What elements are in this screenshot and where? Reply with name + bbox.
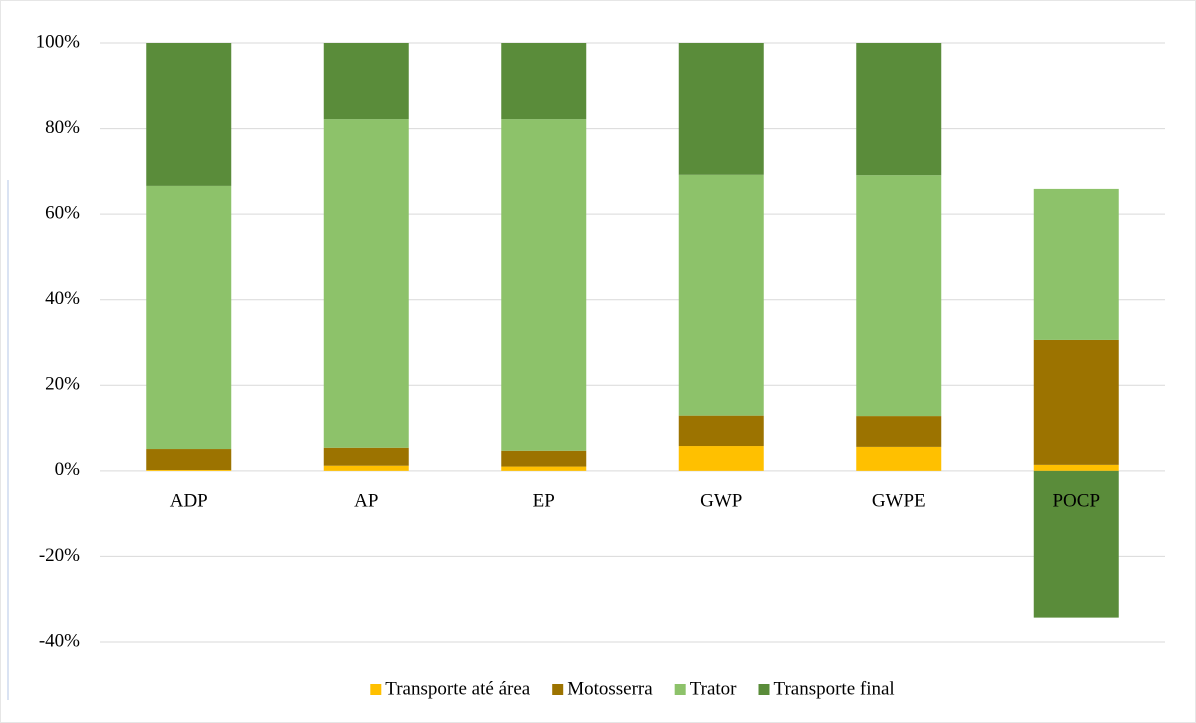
legend-swatch bbox=[552, 684, 564, 695]
x-tick-label: AP bbox=[354, 490, 378, 511]
y-tick-label: 0% bbox=[55, 459, 81, 480]
bar-segment bbox=[501, 119, 587, 451]
y-tick-label: 40% bbox=[45, 288, 80, 309]
bar-segment bbox=[678, 43, 764, 175]
bar-segment bbox=[678, 415, 764, 447]
legend-label: Trator bbox=[690, 678, 737, 699]
bar-segment bbox=[501, 466, 587, 471]
bar-segment bbox=[323, 447, 409, 466]
bar-segment bbox=[856, 175, 942, 417]
bar-segment bbox=[323, 43, 409, 120]
bar-segment bbox=[323, 465, 409, 471]
bar-segment bbox=[856, 43, 942, 176]
x-tick-label: GWPE bbox=[872, 490, 926, 511]
x-tick-label: ADP bbox=[170, 490, 208, 511]
bar-segment bbox=[146, 470, 232, 471]
y-tick-label: -40% bbox=[39, 630, 80, 651]
bar-segment bbox=[146, 43, 232, 186]
bar-segment bbox=[501, 43, 587, 120]
bar-segment bbox=[1033, 188, 1119, 340]
legend-swatch bbox=[370, 684, 382, 695]
bar-segment bbox=[501, 450, 587, 467]
legend-swatch bbox=[674, 684, 686, 695]
bar-segment bbox=[678, 446, 764, 471]
legend-label: Transporte final bbox=[774, 678, 895, 699]
x-tick-label: POCP bbox=[1052, 490, 1100, 511]
y-tick-label: -20% bbox=[39, 545, 80, 566]
y-tick-label: 20% bbox=[45, 374, 80, 395]
bar-segment bbox=[323, 119, 409, 448]
y-tick-label: 80% bbox=[45, 117, 80, 138]
bar-segment bbox=[146, 185, 232, 450]
bar-segment bbox=[856, 446, 942, 471]
legend-label: Motosserra bbox=[567, 678, 653, 699]
x-tick-label: GWP bbox=[700, 490, 742, 511]
y-tick-label: 60% bbox=[45, 203, 80, 224]
legend-swatch bbox=[758, 684, 770, 695]
y-tick-label: 100% bbox=[36, 31, 81, 52]
bar-segment bbox=[1033, 339, 1119, 465]
bar-segment bbox=[1033, 464, 1119, 471]
x-tick-label: EP bbox=[533, 490, 555, 511]
bar-segment bbox=[1033, 470, 1119, 618]
bar-segment bbox=[678, 174, 764, 416]
bar-segment bbox=[146, 449, 232, 471]
bar-segment bbox=[856, 416, 942, 447]
legend-label: Transporte até área bbox=[385, 678, 530, 699]
